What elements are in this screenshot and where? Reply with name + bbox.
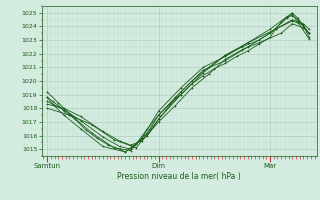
X-axis label: Pression niveau de la mer( hPa ): Pression niveau de la mer( hPa ) bbox=[117, 172, 241, 181]
